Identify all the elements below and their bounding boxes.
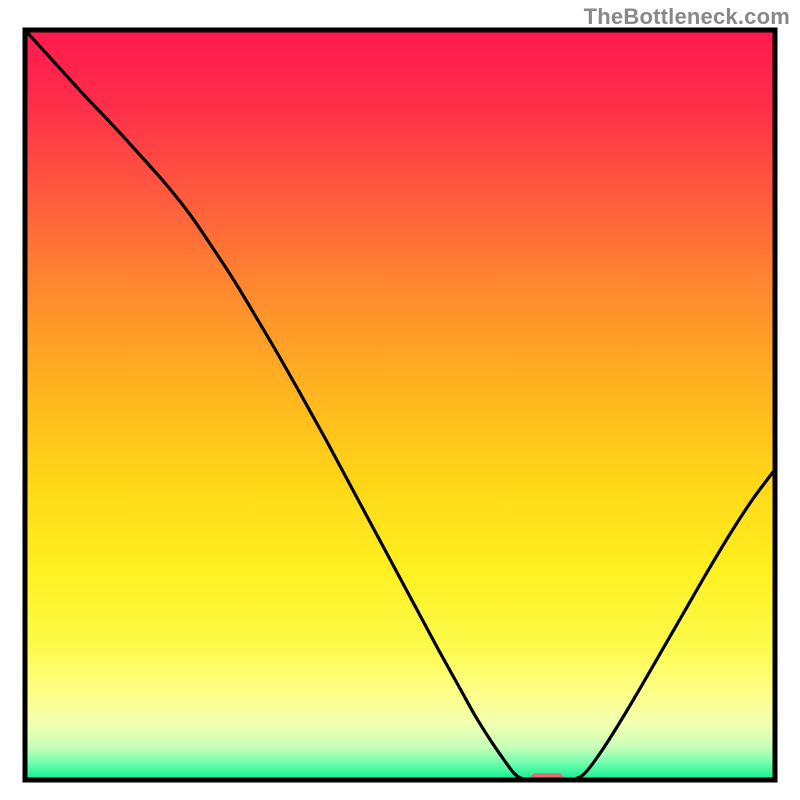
plot-background-gradient: [25, 30, 775, 780]
watermark-text: TheBottleneck.com: [584, 4, 790, 30]
bottleneck-chart: [0, 0, 800, 800]
chart-container: TheBottleneck.com: [0, 0, 800, 800]
